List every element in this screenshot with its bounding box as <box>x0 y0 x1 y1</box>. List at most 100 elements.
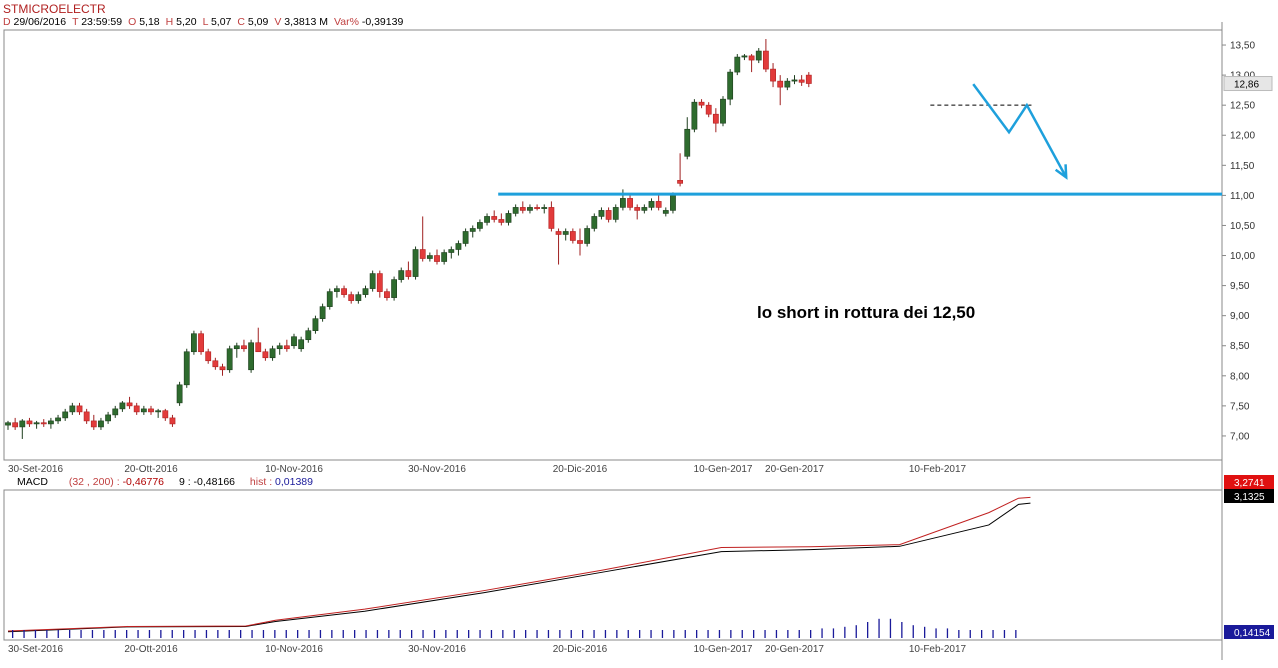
candle <box>441 249 448 265</box>
candle <box>734 54 741 76</box>
candle-body <box>19 420 26 428</box>
candle-body <box>505 213 512 223</box>
macd-x-tick-label: 20-Ott-2016 <box>124 644 178 655</box>
candle <box>155 408 162 418</box>
candle-body <box>469 228 476 232</box>
candle <box>405 261 412 280</box>
candle <box>126 396 133 409</box>
macd-params: (32 , 200) <box>68 476 114 488</box>
hist-bar <box>718 630 721 638</box>
candle <box>419 216 426 262</box>
x-tick-label: 20-Dic-2016 <box>553 464 608 475</box>
hist-bar <box>981 630 983 638</box>
candle <box>26 417 33 427</box>
hist-bar <box>319 630 322 638</box>
hist-bar <box>627 630 629 638</box>
hist-bar <box>137 630 139 638</box>
hist-bar <box>696 630 698 638</box>
candle <box>226 345 233 373</box>
hist-bar <box>148 630 151 638</box>
hist-bar <box>217 630 219 638</box>
candle <box>548 201 555 232</box>
hist-bar <box>399 630 401 638</box>
hist-bar <box>308 630 310 638</box>
info-value: -0,39139 <box>361 16 404 28</box>
candle <box>784 78 791 91</box>
hist-bar <box>23 630 25 638</box>
hist-bar <box>661 630 664 638</box>
hist-bar <box>855 625 857 638</box>
candle-body <box>791 79 798 82</box>
candle-body <box>512 207 519 214</box>
signal-line <box>7 496 1031 632</box>
candle-body <box>47 420 54 425</box>
candle-body <box>305 330 312 341</box>
x-tick-label: 10-Nov-2016 <box>265 464 323 475</box>
y-tick-label: 11,50 <box>1230 161 1255 172</box>
candle-body <box>219 366 226 371</box>
hist-bar <box>365 630 367 638</box>
macd-x-tick-label: 30-Set-2016 <box>8 644 63 655</box>
hist-bar <box>912 625 914 638</box>
candle <box>148 405 154 415</box>
candle <box>233 342 240 358</box>
ohlc-info-bar: D 29/06/2016 T 23:59:59 O 5,18 H 5,20 L 5,07… <box>3 16 409 28</box>
candle-body <box>419 249 426 259</box>
candle <box>698 99 705 109</box>
hist-bar <box>901 622 903 638</box>
x-tick-label: 10-Gen-2017 <box>694 464 753 475</box>
candle <box>691 99 698 133</box>
hist-bar <box>160 630 162 638</box>
candle-body <box>98 420 104 428</box>
macd-x-tick-label: 10-Feb-2017 <box>909 644 967 655</box>
candle-body <box>762 50 769 70</box>
macd-value: -0,46776 <box>122 476 165 488</box>
candle <box>748 54 755 73</box>
candle-body <box>212 360 219 368</box>
candle-body <box>562 231 569 235</box>
candle <box>519 201 526 214</box>
candle-body <box>498 219 505 223</box>
signal-value-badge-label: 3,2741 <box>1234 478 1265 489</box>
hist-bar <box>194 630 196 638</box>
candle <box>319 303 326 322</box>
hist-bar <box>445 630 447 638</box>
candle-body <box>798 79 805 83</box>
candle-body <box>476 222 483 229</box>
candle <box>191 330 197 355</box>
candle <box>298 336 305 352</box>
candle-body <box>391 279 397 298</box>
candle <box>491 210 498 223</box>
macd-value-badge <box>1224 489 1274 503</box>
candle <box>677 153 683 187</box>
hist-bar <box>69 630 71 638</box>
candle-body <box>612 207 619 220</box>
candle <box>76 402 83 415</box>
candle-body <box>805 74 812 84</box>
hist-bar <box>103 630 105 638</box>
candle <box>705 102 712 118</box>
candle <box>434 249 440 265</box>
hist-bar <box>376 630 379 638</box>
hist-bar <box>559 630 561 638</box>
candle <box>183 348 190 388</box>
candle-body <box>755 50 762 61</box>
candle-body <box>627 198 633 208</box>
candle-body <box>712 113 719 124</box>
candle-body <box>434 255 440 262</box>
candle-body <box>648 201 655 208</box>
candle-body <box>291 336 297 347</box>
hist-bar <box>46 630 48 638</box>
candle <box>176 381 183 406</box>
candle <box>198 330 204 355</box>
y-tick-label: 12,50 <box>1230 101 1255 112</box>
candle-body <box>233 345 240 350</box>
candle-body <box>727 71 734 100</box>
candle-body <box>770 68 776 82</box>
candle <box>476 219 483 232</box>
candle <box>455 240 462 256</box>
candle <box>205 348 212 364</box>
hist-bar <box>753 630 755 638</box>
candle <box>83 408 90 424</box>
